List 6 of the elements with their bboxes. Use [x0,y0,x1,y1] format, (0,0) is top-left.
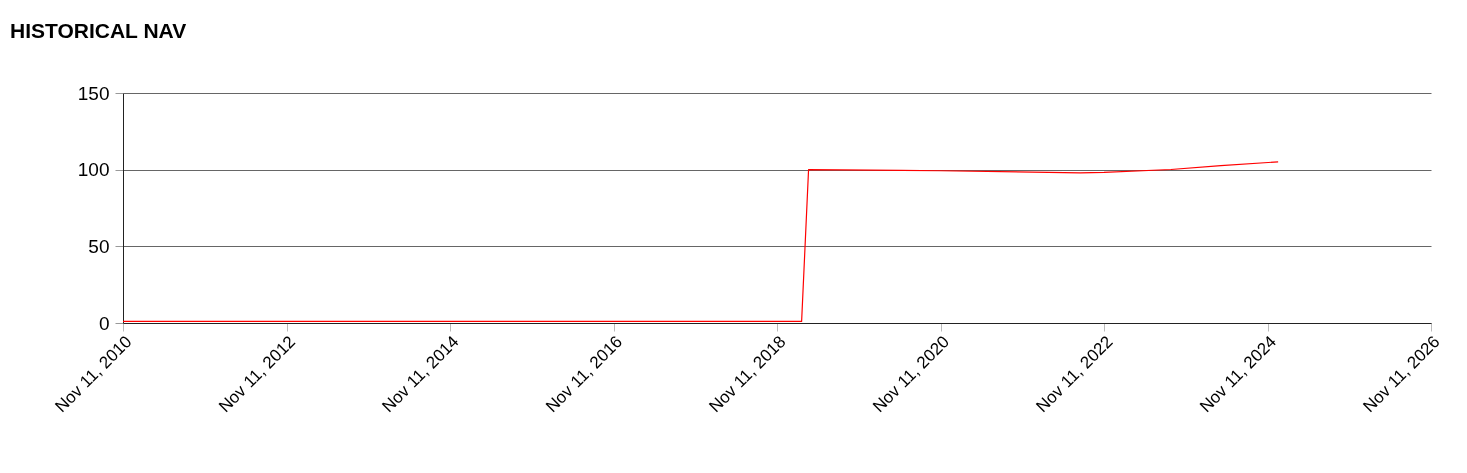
line-series [123,161,1279,323]
y-tick-label: 50 [88,235,110,257]
chart-title: HISTORICAL NAV [10,19,187,42]
y-tick-label: 100 [77,159,110,181]
y-tick-label: 0 [98,312,110,334]
y-tick-label: 150 [77,82,110,104]
